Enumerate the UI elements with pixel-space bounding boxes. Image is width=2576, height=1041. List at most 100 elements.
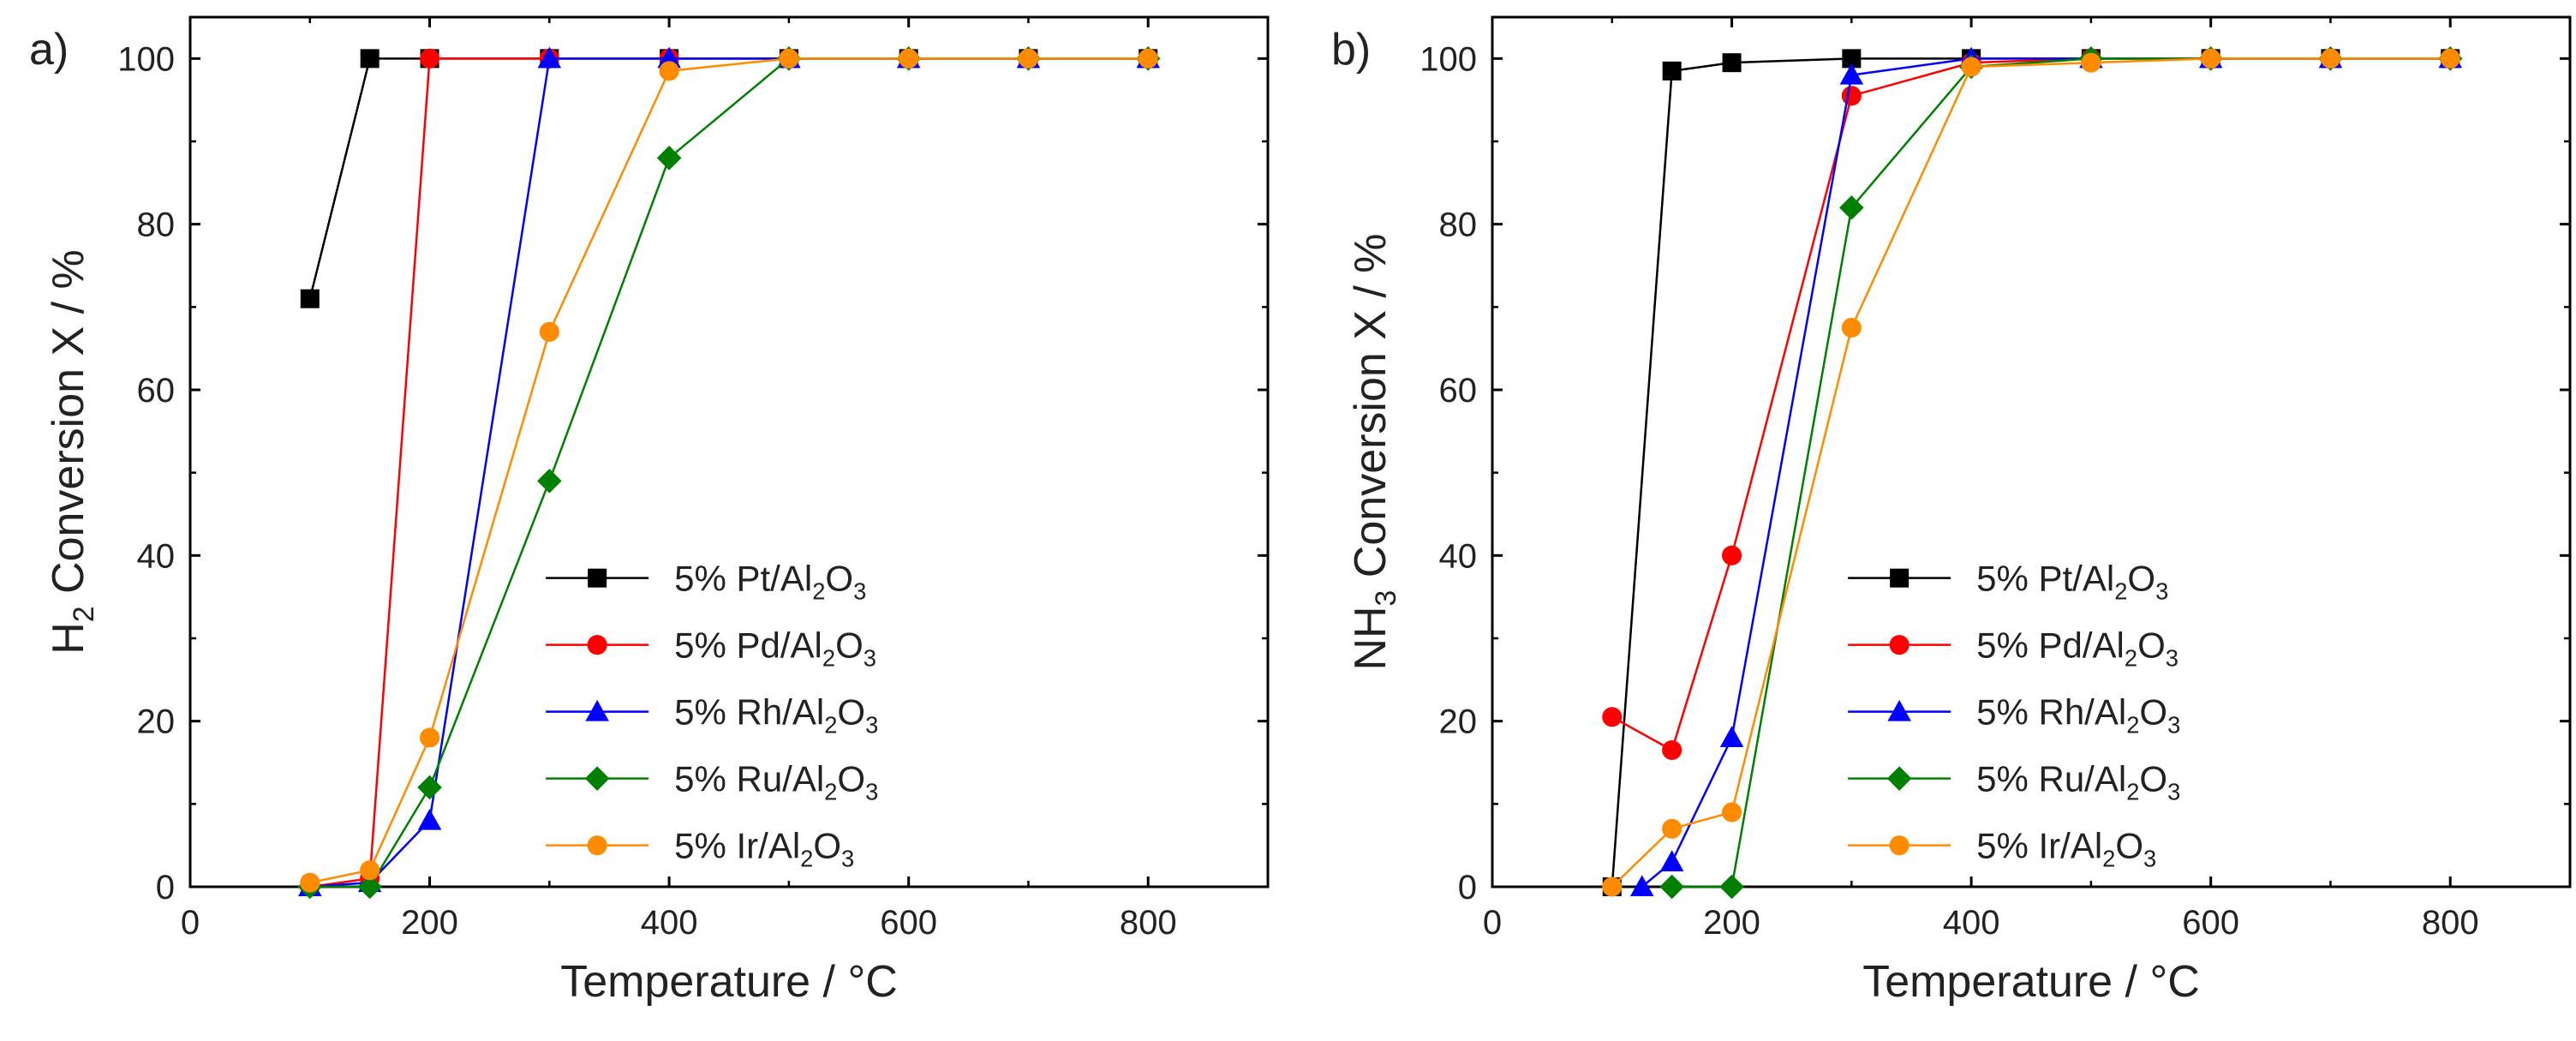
- panel-a-xtick-label: 0: [181, 904, 200, 942]
- panel-b-xlabel: Temperature / °C: [1862, 957, 2200, 1007]
- panel-a-xlabel: Temperature / °C: [560, 957, 898, 1007]
- panel-a-ytick-label: 40: [137, 537, 176, 575]
- panel-b-legend-label: 5% Pd/Al2O3: [1976, 625, 2179, 672]
- panel-b-series-4-point: [2440, 48, 2460, 69]
- panel-a-ytick-label: 100: [117, 40, 175, 78]
- panel-b-ytick-label: 80: [1439, 206, 1478, 244]
- panel-b-xtick-label: 800: [2422, 904, 2479, 942]
- panel-b-ytick-label: 100: [1419, 40, 1477, 78]
- panel-a-legend-marker: [585, 699, 609, 721]
- panel-b-ytick-label: 60: [1439, 372, 1478, 410]
- panel-a-series-0: [300, 49, 1158, 308]
- panel-a-series-4-point: [539, 321, 559, 342]
- panel-a-series-3-point: [656, 146, 682, 171]
- panel-a-series-4-point: [1018, 48, 1038, 69]
- panel-a-series-3-point: [417, 775, 442, 800]
- panel-b-series-3-point: [1839, 195, 1864, 220]
- panel-b-ylabel: NH3 Conversion X / %: [1346, 233, 1402, 670]
- panel-b-series-3-point: [1659, 874, 1684, 900]
- panel-b-series-4-point: [1961, 57, 1981, 77]
- panel-a-ytick-label: 0: [156, 869, 175, 906]
- panel-a-legend-entry: 5% Rh/Al2O3: [546, 692, 878, 739]
- panel-a-ylabel: H2 Conversion X / %: [44, 249, 100, 655]
- panel-b-series-2-point: [1659, 850, 1684, 871]
- panel-b-ytick-label: 40: [1439, 537, 1478, 575]
- panel-b-series-4-point: [1602, 876, 1623, 897]
- panel-a-xtick-label: 600: [880, 904, 937, 942]
- panel-a-series-0-point: [300, 289, 320, 308]
- panel-a-series-2-point: [537, 46, 562, 69]
- panel-a-legend-entry: 5% Pt/Al2O3: [546, 559, 866, 605]
- panel-b-series-4-point: [1841, 317, 1862, 338]
- panel-a-legend: 5% Pt/Al2O3 5% Pd/Al2O3 5% Rh/Al2O3 5% Ru/A…: [546, 559, 878, 872]
- panel-a-legend-marker: [587, 635, 607, 655]
- panel-a-ytick-label: 60: [137, 372, 176, 410]
- panel-b-legend-label: 5% Rh/Al2O3: [1976, 692, 2180, 739]
- panel-b-legend-entry: 5% Rh/Al2O3: [1848, 692, 2180, 739]
- panel-b-legend-entry: 5% Pd/Al2O3: [1848, 625, 2179, 672]
- panel-b-series-0-point: [1662, 61, 1682, 81]
- panel-a-series-1-point: [420, 48, 440, 69]
- panel-a-legend-entry: 5% Pd/Al2O3: [546, 625, 876, 672]
- panel-a-ytick-label: 80: [137, 206, 176, 244]
- panel-a-legend-label: 5% Pt/Al2O3: [674, 559, 866, 605]
- panel-b-series-0-point: [1842, 49, 1862, 69]
- panel-b-series-4: [1602, 48, 2460, 897]
- panel-b-legend-marker: [1890, 568, 1910, 588]
- panel-b-legend: 5% Pt/Al2O3 5% Pd/Al2O3 5% Rh/Al2O3 5% Ru/A…: [1848, 559, 2180, 872]
- panel-b-series-1-point: [1602, 707, 1623, 727]
- panel-a-series-2-point: [657, 46, 681, 69]
- panel-b-legend-label: 5% Ru/Al2O3: [1976, 759, 2180, 805]
- panel-a-legend-marker: [587, 835, 607, 856]
- panel-b-series-2-point: [1839, 63, 1864, 85]
- panel-b-ytick-label: 20: [1439, 703, 1478, 741]
- panel-a-series-4: [300, 48, 1158, 893]
- panel-a-xtick-label: 800: [1120, 904, 1177, 942]
- panel-b-xtick-label: 400: [1943, 904, 2000, 942]
- panel-a-series-4-point: [1138, 48, 1158, 69]
- panel-a-series-3-point: [537, 469, 562, 494]
- panel-b-series-1-point: [1662, 739, 1682, 761]
- panel-b-legend-marker: [1889, 635, 1910, 655]
- panel-b-series-4-point: [2201, 48, 2221, 69]
- panel-b-xtick-label: 200: [1703, 904, 1760, 942]
- panel-b-series-0-point: [1722, 53, 1742, 73]
- panel-b-legend-entry: 5% Ru/Al2O3: [1848, 759, 2180, 805]
- panel-b-legend-label: 5% Ir/Al2O3: [1976, 826, 2156, 872]
- panel-a-xtick-label: 200: [401, 904, 458, 942]
- panel-b-series-1-point: [1841, 86, 1862, 106]
- panel-a-series-4-point: [360, 860, 380, 881]
- panel-a-xtick-label: 400: [641, 904, 698, 942]
- panel-a-legend-marker: [584, 766, 610, 791]
- panel-a-series-4-point: [899, 48, 919, 69]
- panel-a-axes-frame: [188, 15, 1270, 888]
- panel-b-legend-entry: 5% Ir/Al2O3: [1848, 826, 2156, 872]
- panel-a-series-2-point: [417, 808, 442, 830]
- panel-b-series-4-point: [1722, 802, 1742, 823]
- panel-b-legend-marker: [1889, 835, 1910, 856]
- panel-a: 0 200 400 600 800 0 20 40 60 80 100 Temperature / °…: [29, 15, 1270, 1007]
- panel-b-label: b): [1331, 25, 1371, 75]
- panel-a-ytick-label: 20: [137, 703, 176, 741]
- panel-b-xtick-label: 600: [2182, 904, 2239, 942]
- panel-b-series-4-point: [1662, 818, 1682, 839]
- panel-a-label: a): [29, 25, 69, 75]
- panel-a-series-4-point: [420, 727, 440, 748]
- panel-a-series-4-point: [300, 872, 320, 893]
- panel-a-legend-label: 5% Rh/Al2O3: [674, 692, 878, 739]
- panel-b-series-2-point: [1629, 875, 1654, 896]
- panel-a-series-0-point: [360, 49, 380, 69]
- panel-a-legend-entry: 5% Ru/Al2O3: [546, 759, 878, 805]
- panel-a-series-4-point: [659, 61, 679, 81]
- panel-a-legend-label: 5% Pd/Al2O3: [674, 625, 876, 672]
- panel-a-series-4-point: [779, 48, 799, 69]
- panel-b-series-2-point: [1719, 726, 1744, 747]
- panel-b-legend-marker: [1886, 766, 1912, 791]
- panel-b: 0 200 400 600 800 0 20 40 60 80 100 Temperature / °…: [1331, 15, 2572, 1007]
- panel-b-xtick-label: 0: [1483, 904, 1502, 942]
- panel-b-series-1-point: [1722, 545, 1742, 565]
- panel-a-series-0-line: [308, 57, 1149, 299]
- panel-b-legend-entry: 5% Pt/Al2O3: [1848, 559, 2168, 605]
